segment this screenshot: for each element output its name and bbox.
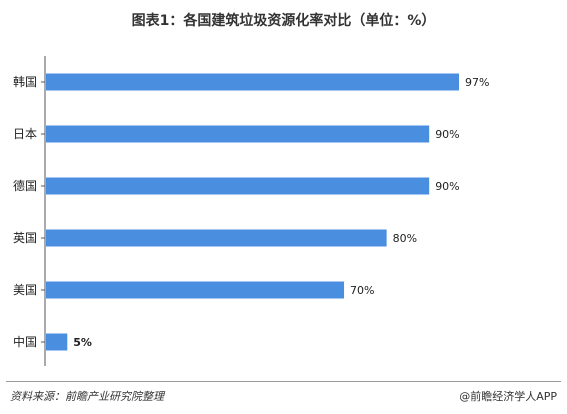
category-label-5: 中国 [13,334,37,349]
bar-2 [46,177,430,195]
source-note: 资料来源：前瞻产业研究院整理 [10,390,164,403]
category-label-4: 美国 [13,283,37,297]
bar-1 [46,125,430,143]
category-label-1: 日本 [13,127,37,141]
value-label-4: 70% [350,284,374,297]
value-label-2: 90% [435,180,459,193]
brand-credit: @前瞻经济学人APP [459,390,557,403]
value-label-3: 80% [393,232,417,245]
value-label-0: 97% [465,76,489,89]
value-label-1: 90% [435,128,459,141]
value-label-5: 5% [73,336,92,349]
bar-4 [46,281,345,299]
category-label-0: 韩国 [13,74,37,89]
category-label-2: 德国 [13,178,37,193]
bar-5 [46,333,68,351]
footer-divider [6,381,561,382]
category-label-3: 英国 [13,231,37,245]
chart-title: 图表1：各国建筑垃圾资源化率对比（单位：%） [131,13,436,29]
bar-3 [46,229,387,247]
bar-0 [46,73,459,91]
